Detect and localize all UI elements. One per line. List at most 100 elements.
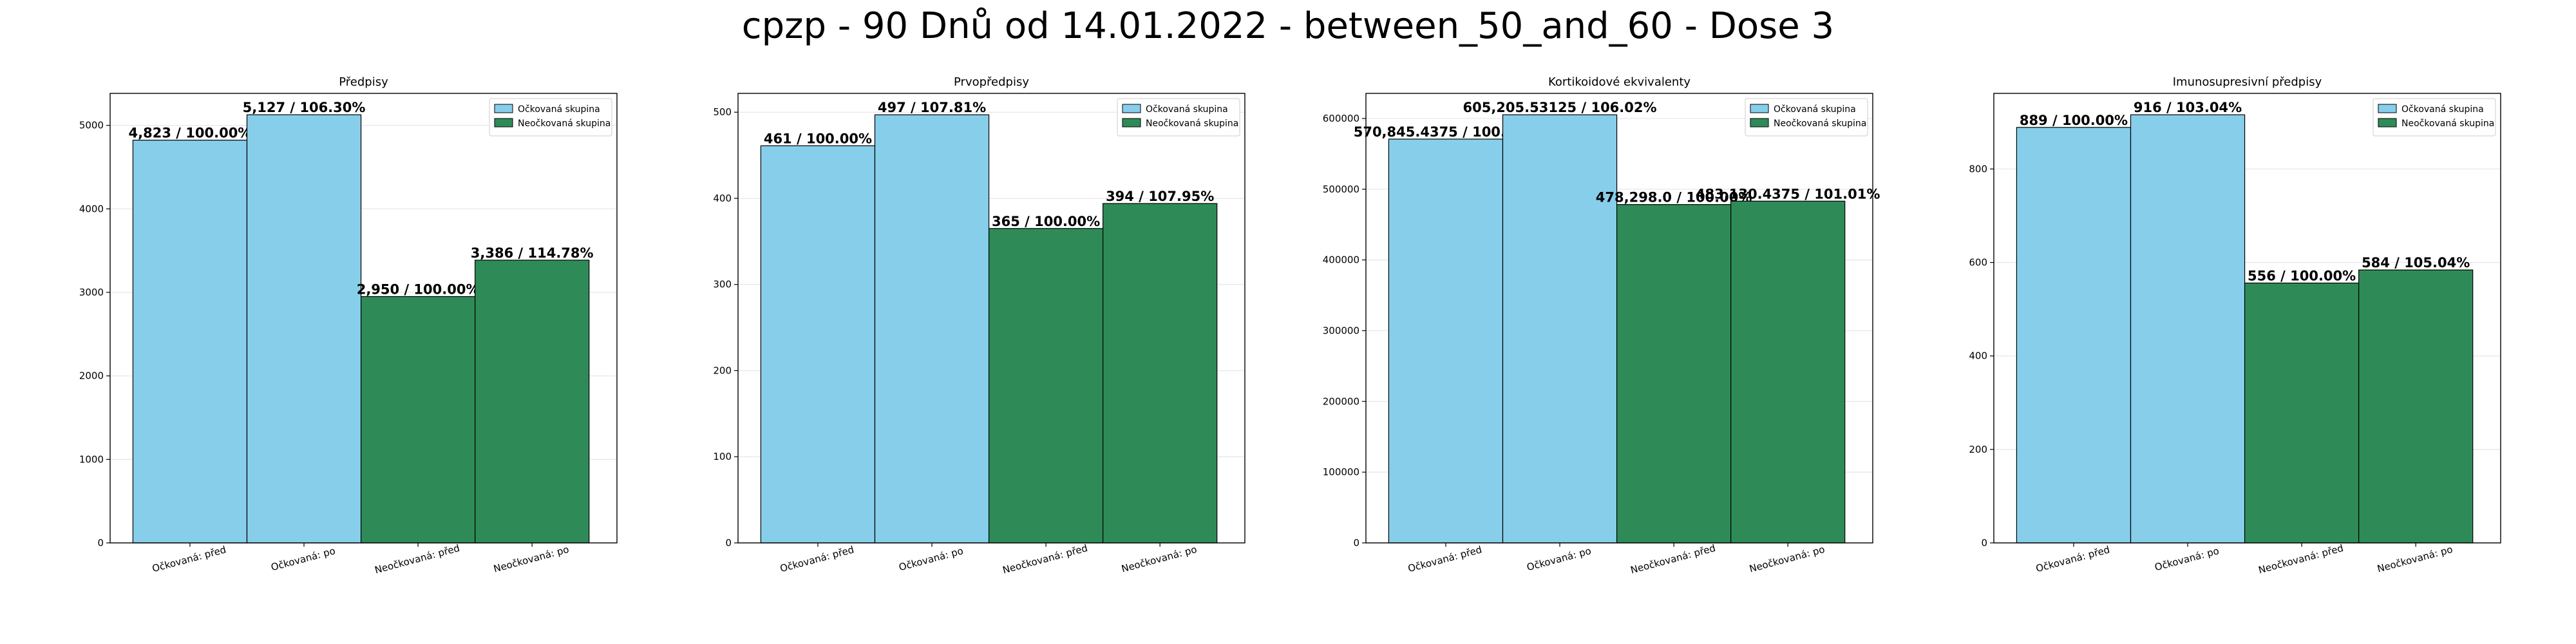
y-tick-label: 0: [1981, 537, 1987, 549]
legend-box: [1117, 98, 1240, 137]
y-tick-label: 400000: [1323, 254, 1359, 266]
legend-box: [489, 98, 612, 137]
legend-swatch-vaccinated: [2378, 104, 2397, 113]
legend-swatch-vaccinated: [494, 104, 513, 113]
figure-title: cpzp - 90 Dnů od 14.01.2022 - between_50…: [741, 5, 1835, 47]
chart-panel-2: Prvopředpisy 461 / 100.00% Očkovaná: před 4…: [713, 75, 1245, 576]
x-tick-label: Neočkovaná: před: [374, 542, 461, 576]
chart-title: Prvopředpisy: [954, 75, 1029, 89]
legend-label: Neočkovaná skupina: [1774, 118, 1866, 129]
bar-value-label: 461 / 100.00%: [764, 131, 872, 146]
y-tick-label: 200: [713, 365, 732, 376]
x-tick-label: Očkovaná: před: [779, 544, 855, 574]
bar-value-label: 483,130.4375 / 101.01%: [1696, 186, 1880, 202]
x-tick-label: Očkovaná: před: [1406, 544, 1483, 574]
x-tick-label: Očkovaná: před: [151, 544, 227, 574]
legend-box: [2372, 98, 2496, 137]
x-tick-label: Neočkovaná: po: [1120, 544, 1198, 575]
y-tick-label: 400: [1969, 350, 1987, 362]
y-tick-label: 300000: [1323, 325, 1359, 336]
y-tick-label: 2000: [79, 370, 104, 382]
bar-value-label: 3,386 / 114.78%: [471, 245, 594, 261]
x-tick-label: Neočkovaná: před: [2257, 542, 2345, 576]
bar: [2016, 127, 2132, 544]
y-tick-label: 600: [1969, 257, 1987, 269]
y-tick-label: 3000: [79, 287, 104, 298]
bar: [1388, 138, 1504, 544]
x-tick-label: Očkovaná: po: [2154, 545, 2221, 573]
legend-label: Neočkovaná skupina: [518, 118, 611, 129]
bar: [874, 114, 990, 544]
x-tick-label: Neočkovaná: před: [1629, 542, 1717, 576]
x-tick-label: Neočkovaná: po: [2376, 544, 2454, 575]
legend: Očkovaná skupina Neočkovaná skupina: [1117, 98, 1240, 137]
legend: Očkovaná skupina Neočkovaná skupina: [1745, 98, 1868, 137]
x-tick-label: Očkovaná: po: [270, 545, 337, 573]
y-tick-label: 800: [1969, 163, 1987, 175]
y-tick-label: 0: [725, 537, 732, 549]
bar-value-label: 365 / 100.00%: [992, 214, 1100, 229]
legend-label: Neočkovaná skupina: [2401, 118, 2494, 129]
bar: [1103, 203, 1218, 544]
bar-value-label: 605,205.53125 / 106.02%: [1463, 100, 1656, 115]
y-tick-label: 600000: [1323, 113, 1359, 124]
legend-swatch-unvaccinated: [2378, 118, 2397, 128]
bar: [1502, 114, 1618, 544]
legend: Očkovaná skupina Neočkovaná skupina: [2372, 98, 2496, 137]
chart-panel-1: Předpisy 4,823 / 100.00% Očkovaná: před 5,1…: [79, 75, 618, 576]
bar-value-label: 2,950 / 100.00%: [357, 281, 480, 297]
legend-label: Očkovaná skupina: [1774, 104, 1856, 115]
x-tick-label: Neočkovaná: po: [1748, 544, 1826, 575]
x-tick-label: Očkovaná: před: [2034, 544, 2111, 574]
bar-value-label: 556 / 100.00%: [2248, 268, 2356, 283]
y-tick-label: 5000: [79, 120, 104, 131]
legend-box: [1745, 98, 1868, 137]
legend-swatch-vaccinated: [1122, 104, 1141, 113]
bar: [2130, 114, 2246, 544]
x-tick-label: Neočkovaná: před: [1001, 542, 1089, 576]
legend-label: Neočkovaná skupina: [1146, 118, 1238, 129]
bar-value-label: 497 / 107.81%: [878, 100, 986, 115]
chart-title: Imunosupresivní předpisy: [2173, 75, 2322, 89]
y-tick-label: 100000: [1323, 466, 1359, 478]
y-tick-label: 1000: [79, 453, 104, 465]
y-tick-label: 4000: [79, 203, 104, 214]
x-tick-label: Očkovaná: po: [1526, 545, 1593, 573]
x-tick-label: Neočkovaná: po: [492, 544, 570, 575]
y-tick-label: 0: [97, 537, 104, 549]
legend-swatch-vaccinated: [1750, 104, 1769, 113]
y-tick-label: 500: [713, 106, 732, 118]
bar-value-label: 394 / 107.95%: [1106, 189, 1214, 204]
legend-label: Očkovaná skupina: [2401, 104, 2484, 115]
bar: [2244, 282, 2360, 544]
chart-title: Kortikoidové ekvivalenty: [1548, 75, 1690, 89]
chart-title: Předpisy: [339, 75, 388, 89]
y-tick-label: 400: [713, 193, 732, 204]
bar: [988, 228, 1104, 544]
legend-swatch-unvaccinated: [1750, 118, 1769, 128]
axes-frame: [737, 93, 1245, 544]
legend: Očkovaná skupina Neočkovaná skupina: [489, 98, 612, 137]
legend-swatch-unvaccinated: [1122, 118, 1141, 128]
y-tick-label: 100: [713, 451, 732, 462]
bar: [360, 296, 476, 544]
bar-value-label: 584 / 105.04%: [2362, 255, 2470, 270]
x-tick-label: Očkovaná: po: [898, 545, 965, 573]
y-tick-label: 200000: [1323, 395, 1359, 407]
bar: [1730, 200, 1846, 544]
bar-value-label: 916 / 103.04%: [2134, 100, 2242, 115]
bar-value-label: 5,127 / 106.30%: [243, 100, 366, 115]
bar-value-label: 478,298.0 / 100.00%: [1596, 190, 1752, 205]
bar: [246, 114, 362, 544]
bar: [132, 140, 248, 544]
bar: [2358, 269, 2474, 544]
legend-label: Očkovaná skupina: [1146, 104, 1228, 115]
legend-label: Očkovaná skupina: [518, 104, 600, 115]
bar: [475, 260, 590, 544]
bar: [760, 145, 876, 544]
y-tick-label: 500000: [1323, 184, 1359, 195]
bar-value-label: 4,823 / 100.00%: [129, 126, 252, 141]
axes-frame: [1365, 93, 1873, 544]
